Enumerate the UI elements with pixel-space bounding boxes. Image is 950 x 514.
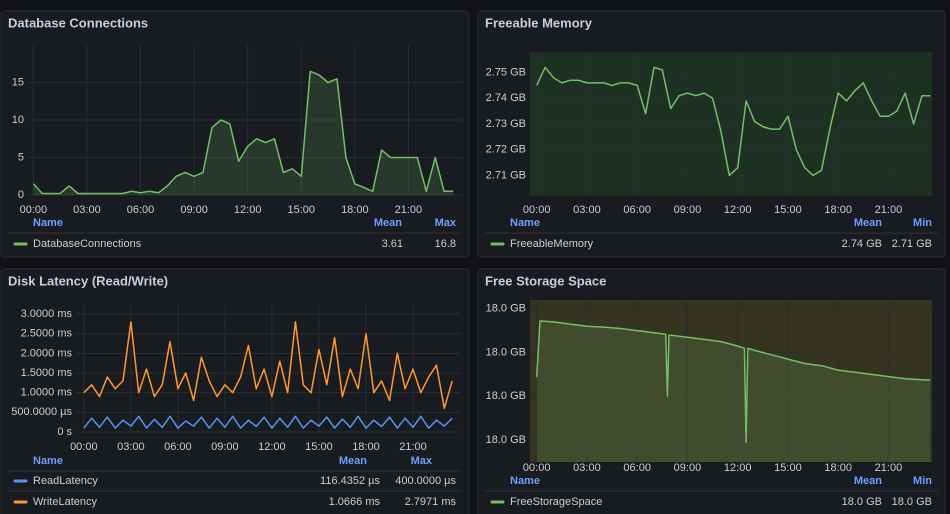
- y-tick-label: 18.0 GB: [486, 346, 526, 358]
- x-tick-label: 03:00: [573, 204, 601, 216]
- legend-value: 18.0 GB: [892, 496, 932, 508]
- legend-value: 1.0666 ms: [329, 496, 381, 508]
- series-line: [32, 70, 454, 195]
- legend-name: WriteLatency: [33, 496, 97, 508]
- x-tick-label: 15:00: [774, 204, 802, 216]
- x-tick-label: 06:00: [127, 204, 155, 216]
- legend-value: 18.0 GB: [842, 496, 882, 508]
- x-tick-label: 03:00: [573, 462, 601, 474]
- series-line: [536, 66, 931, 177]
- x-tick-label: 03:00: [73, 204, 101, 216]
- legend-name: ReadLatency: [33, 475, 98, 487]
- legend-header: Name: [33, 217, 63, 229]
- x-tick-label: 12:00: [234, 204, 262, 216]
- y-tick-label: 0: [18, 189, 24, 201]
- panel-title: Freeable Memory: [485, 15, 593, 30]
- legend-header: Min: [913, 475, 932, 487]
- y-tick-label: 2.0000 ms: [21, 347, 73, 359]
- x-tick-label: 09:00: [211, 441, 239, 453]
- y-tick-label: 18.0 GB: [486, 390, 526, 402]
- legend-value: 2.74 GB: [842, 238, 882, 250]
- y-tick-label: 2.74 GB: [486, 92, 526, 104]
- legend-header: Max: [435, 217, 457, 229]
- y-tick-label: 1.5000 ms: [21, 367, 73, 379]
- x-tick-label: 18:00: [824, 204, 852, 216]
- x-tick-label: 21:00: [395, 204, 423, 216]
- x-tick-label: 06:00: [164, 441, 192, 453]
- panel-title: Database Connections: [8, 15, 148, 30]
- y-tick-label: 10: [12, 114, 24, 126]
- y-tick-label: 2.5000 ms: [21, 328, 73, 340]
- x-tick-label: 15:00: [287, 204, 315, 216]
- legend-header: Mean: [374, 217, 402, 229]
- x-tick-label: 18:00: [352, 441, 380, 453]
- x-tick-label: 06:00: [623, 204, 651, 216]
- y-tick-label: 18.0 GB: [486, 434, 526, 446]
- panel: [0, 268, 470, 514]
- x-tick-label: 09:00: [674, 462, 702, 474]
- x-tick-label: 03:00: [117, 441, 145, 453]
- y-tick-label: 2.72 GB: [486, 144, 526, 156]
- x-tick-label: 12:00: [724, 204, 752, 216]
- y-tick-label: 18.0 GB: [486, 303, 526, 315]
- legend-value: 3.61: [382, 238, 403, 250]
- series-line: [535, 320, 931, 444]
- legend-name: FreeStorageSpace: [510, 496, 602, 508]
- legend-value: 2.71 GB: [892, 238, 932, 250]
- y-tick-label: 2.71 GB: [486, 169, 526, 181]
- legend-header: Name: [510, 217, 540, 229]
- panel-title: Free Storage Space: [485, 273, 606, 288]
- x-tick-label: 15:00: [305, 441, 333, 453]
- legend-value: 400.0000 µs: [395, 475, 456, 487]
- x-tick-label: 00:00: [20, 204, 48, 216]
- y-tick-label: 2.75 GB: [486, 66, 526, 78]
- x-tick-label: 09:00: [180, 204, 208, 216]
- y-tick-label: 500.0000 µs: [11, 406, 72, 418]
- x-tick-label: 00:00: [70, 441, 98, 453]
- legend-header: Mean: [854, 217, 882, 229]
- x-tick-label: 18:00: [341, 204, 369, 216]
- x-tick-label: 00:00: [523, 204, 551, 216]
- series-line: [83, 321, 453, 410]
- y-tick-label: 15: [12, 76, 24, 88]
- x-tick-label: 12:00: [258, 441, 286, 453]
- legend-value: 16.8: [435, 238, 456, 250]
- x-tick-label: 00:00: [523, 462, 551, 474]
- x-tick-label: 21:00: [875, 204, 903, 216]
- legend-name: FreeableMemory: [510, 238, 594, 250]
- y-tick-label: 0 s: [57, 426, 72, 438]
- legend-header: Min: [913, 217, 932, 229]
- panel-title: Disk Latency (Read/Write): [8, 273, 168, 288]
- x-tick-label: 18:00: [824, 462, 852, 474]
- x-tick-label: 06:00: [623, 462, 651, 474]
- legend-header: Name: [33, 455, 63, 467]
- x-tick-label: 21:00: [399, 441, 427, 453]
- x-tick-label: 21:00: [875, 462, 903, 474]
- x-tick-label: 09:00: [674, 204, 702, 216]
- legend-value: 2.7971 ms: [405, 496, 457, 508]
- x-tick-label: 15:00: [774, 462, 802, 474]
- area-fill: [536, 321, 931, 462]
- y-tick-label: 5: [18, 151, 24, 163]
- legend-header: Name: [510, 475, 540, 487]
- y-tick-label: 2.73 GB: [486, 118, 526, 130]
- legend-header: Mean: [339, 455, 367, 467]
- legend-header: Max: [411, 455, 433, 467]
- series-line: [83, 415, 453, 429]
- legend-name: DatabaseConnections: [33, 238, 142, 250]
- area-fill: [33, 71, 454, 195]
- y-tick-label: 3.0000 ms: [21, 308, 73, 320]
- legend-header: Mean: [854, 475, 882, 487]
- y-tick-label: 1.0000 ms: [21, 387, 73, 399]
- legend-value: 116.4352 µs: [320, 475, 380, 487]
- x-tick-label: 12:00: [724, 462, 752, 474]
